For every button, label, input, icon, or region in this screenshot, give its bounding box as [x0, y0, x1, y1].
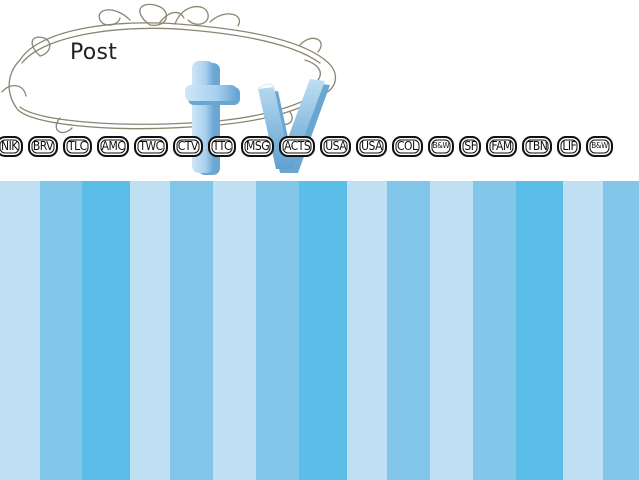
background-stripe — [170, 181, 213, 480]
channel-badge[interactable]: NIK — [0, 135, 23, 157]
background-stripe — [213, 181, 256, 480]
channel-badge[interactable]: TWC — [134, 135, 168, 157]
background-stripe — [347, 181, 387, 480]
background-stripe — [130, 181, 170, 480]
channel-strip: NIK BRV TLC AMC TWC CTV TTC MSG ACTS USA USA COL B&W… — [0, 135, 613, 157]
channel-badge[interactable]: USA — [320, 135, 352, 157]
channel-badge[interactable]: COL — [392, 135, 423, 157]
channel-badge[interactable]: TLC — [62, 135, 92, 157]
site-title: Post — [70, 40, 118, 65]
background-stripe — [40, 181, 82, 480]
channel-badge[interactable]: FAM — [486, 135, 517, 157]
striped-background — [0, 181, 639, 480]
channel-badge[interactable]: TBN — [521, 135, 553, 157]
tv-logo-icon — [185, 61, 330, 175]
channel-badge[interactable]: BRV — [27, 135, 58, 157]
channel-badge[interactable]: TTC — [207, 135, 237, 157]
channel-badge[interactable]: AMC — [96, 135, 130, 157]
background-stripe — [82, 181, 130, 480]
background-stripe — [516, 181, 563, 480]
background-stripe — [563, 181, 603, 480]
background-stripe — [603, 181, 639, 480]
ornament-frame-icon — [1, 3, 337, 134]
channel-badge[interactable]: CTV — [172, 135, 203, 157]
channel-badge[interactable]: B&W — [427, 135, 455, 157]
channel-badge[interactable]: USA — [356, 135, 387, 157]
background-stripe — [473, 181, 516, 480]
channel-badge[interactable]: SF — [459, 135, 482, 157]
channel-badge[interactable]: B&W — [586, 135, 613, 157]
background-stripe — [387, 181, 430, 480]
background-stripe — [430, 181, 473, 480]
background-stripe — [299, 181, 347, 480]
channel-badge[interactable]: ACTS — [279, 135, 316, 157]
background-stripe — [256, 181, 299, 480]
channel-badge[interactable]: LIF — [557, 135, 582, 157]
channel-badge[interactable]: MSG — [241, 135, 275, 157]
header: Post NIK BRV TLC AMC TWC CTV TTC MSG ACTS USA USA C… — [0, 0, 639, 181]
background-stripe — [0, 181, 40, 480]
